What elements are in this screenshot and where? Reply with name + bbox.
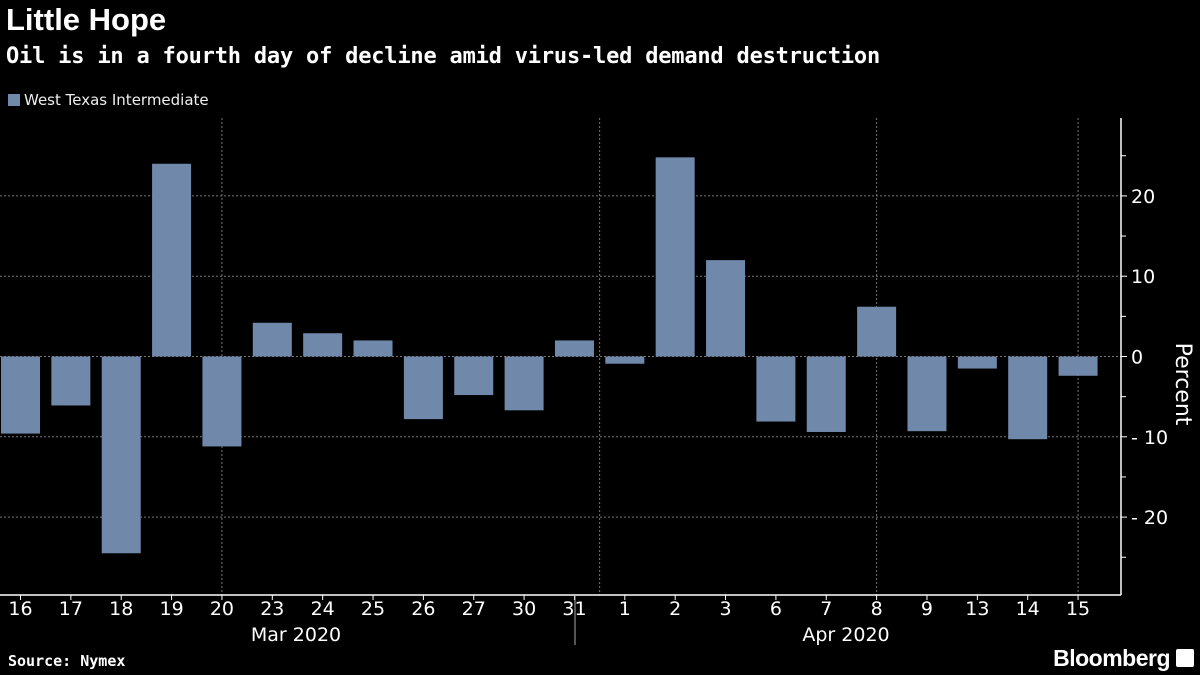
x-tick-label: 15 bbox=[1066, 598, 1090, 620]
bloomberg-logo: Bloomberg bbox=[1053, 645, 1170, 671]
legend-label: West Texas Intermediate bbox=[24, 91, 209, 109]
source-note: Source: Nymex bbox=[8, 652, 126, 670]
bar-25 bbox=[353, 340, 393, 357]
y-tick-label: - 20 bbox=[1131, 507, 1168, 529]
x-tick-label: 19 bbox=[159, 598, 183, 620]
x-tick-label: 6 bbox=[770, 598, 782, 620]
bar-18 bbox=[101, 356, 141, 554]
legend-swatch bbox=[8, 94, 20, 106]
x-tick-label: 23 bbox=[260, 598, 284, 620]
y-tick-label: 0 bbox=[1131, 347, 1143, 369]
x-tick-label: 3 bbox=[719, 598, 731, 620]
bar-23 bbox=[252, 322, 292, 357]
x-tick-label: 18 bbox=[109, 598, 133, 620]
x-tick-label: 7 bbox=[820, 598, 832, 620]
month-label: Apr 2020 bbox=[802, 624, 889, 646]
bar-19 bbox=[152, 163, 192, 357]
y-tick-label: 20 bbox=[1131, 186, 1155, 208]
x-tick-label: 24 bbox=[311, 598, 335, 620]
x-tick-label: 26 bbox=[411, 598, 435, 620]
bar-14 bbox=[1008, 356, 1048, 440]
bar-15 bbox=[1058, 356, 1098, 376]
bar-2 bbox=[655, 157, 695, 357]
x-tick-label: 13 bbox=[965, 598, 989, 620]
x-tick-label: 16 bbox=[8, 598, 32, 620]
bar-27 bbox=[454, 356, 494, 396]
bar-20 bbox=[202, 356, 242, 447]
bar-13 bbox=[957, 356, 997, 369]
chart-title: Little Hope bbox=[6, 2, 167, 37]
y-tick-label: - 10 bbox=[1131, 427, 1168, 449]
x-tick-label: 27 bbox=[462, 598, 486, 620]
bar-24 bbox=[303, 333, 343, 357]
x-tick-label: 14 bbox=[1016, 598, 1040, 620]
legend: West Texas Intermediate bbox=[8, 91, 209, 109]
x-tick-label: 20 bbox=[210, 598, 234, 620]
y-tick-label: 10 bbox=[1131, 266, 1155, 288]
x-tick-label: 9 bbox=[921, 598, 933, 620]
x-tick-label: 25 bbox=[361, 598, 385, 620]
bar-9 bbox=[907, 356, 947, 432]
bar-26 bbox=[403, 356, 443, 420]
bloomberg-chart-icon bbox=[1176, 649, 1194, 667]
x-tick-label: 31 bbox=[562, 598, 586, 620]
chart-subtitle: Oil is in a fourth day of decline amid v… bbox=[6, 44, 881, 69]
bar-3 bbox=[706, 260, 746, 357]
bar-7 bbox=[806, 356, 846, 432]
bar-16 bbox=[1, 356, 40, 434]
bar-1 bbox=[605, 356, 645, 364]
bar-6 bbox=[756, 356, 796, 422]
bar-30 bbox=[504, 356, 544, 411]
bar-31 bbox=[554, 340, 594, 357]
y-axis-label: Percent bbox=[1170, 343, 1195, 426]
x-tick-label: 2 bbox=[669, 598, 681, 620]
bar-8 bbox=[857, 306, 897, 357]
x-tick-label: 17 bbox=[59, 598, 83, 620]
month-label: Mar 2020 bbox=[251, 624, 341, 646]
bar-17 bbox=[51, 356, 91, 406]
x-tick-label: 1 bbox=[619, 598, 631, 620]
x-tick-label: 8 bbox=[871, 598, 883, 620]
x-tick-label: 30 bbox=[512, 598, 536, 620]
